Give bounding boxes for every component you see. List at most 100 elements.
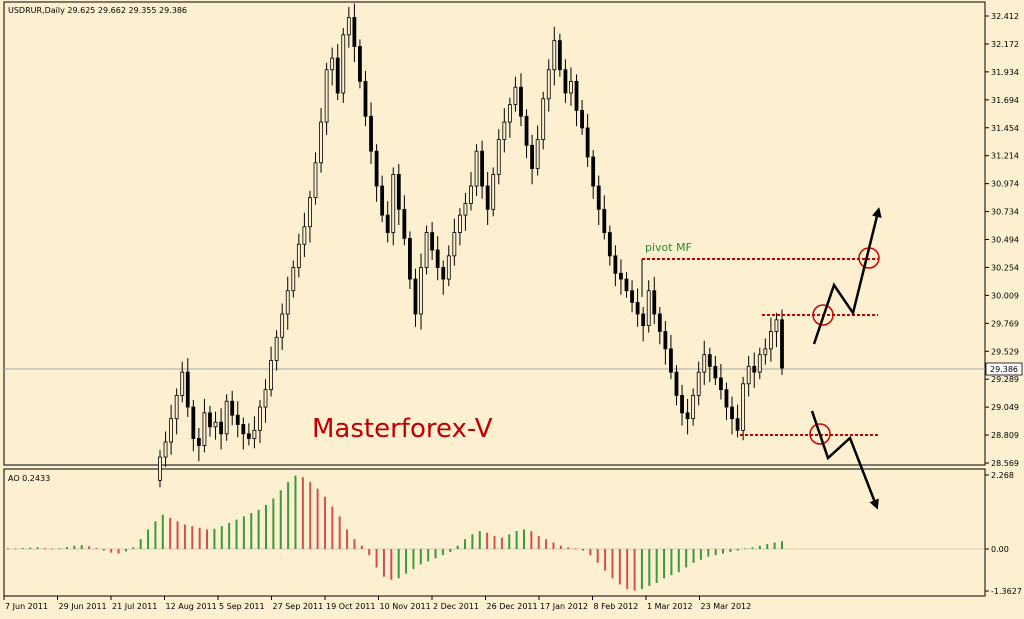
ao-bar <box>751 547 754 549</box>
ao-bar <box>758 545 761 549</box>
candle-body <box>363 80 368 117</box>
ao-bar <box>618 549 621 585</box>
price-tick-label: 31.214 <box>991 152 1019 161</box>
price-tick-label: 30.974 <box>991 180 1019 189</box>
candle-body <box>446 255 451 280</box>
ao-bar <box>559 545 562 549</box>
candle-body <box>513 86 518 106</box>
ao-bar <box>331 506 334 549</box>
candle-body <box>435 249 440 268</box>
candle-body <box>519 86 523 117</box>
price-tick-label: 30.254 <box>991 263 1019 272</box>
ao-bar <box>301 477 304 549</box>
time-tick-label: 2 Dec 2011 <box>433 602 479 611</box>
candle-body <box>291 267 296 292</box>
time-tick-label: 21 Jul 2011 <box>112 602 157 611</box>
ao-bar <box>781 541 783 549</box>
ao-bar <box>714 549 717 556</box>
candle-body <box>585 127 590 158</box>
candle-body <box>496 139 501 175</box>
time-tick-label: 19 Oct 2011 <box>326 602 375 611</box>
candle-body <box>724 389 729 408</box>
ao-bar <box>220 526 223 549</box>
ao-bar <box>161 514 164 549</box>
candle-body <box>713 365 718 379</box>
ao-bar <box>773 542 776 549</box>
candle-body <box>652 290 657 315</box>
candle-body <box>346 16 351 36</box>
candle-body <box>196 438 201 446</box>
candle-body <box>691 395 696 420</box>
candle-body <box>385 214 390 233</box>
candle-body <box>230 400 235 416</box>
ao-bar <box>242 516 245 549</box>
candle-body <box>591 156 596 187</box>
ao-bar <box>316 488 319 549</box>
ao-bar <box>677 549 680 573</box>
ao-bar <box>722 549 725 554</box>
candle-body <box>563 69 568 94</box>
candle-body <box>757 354 762 373</box>
ao-bar <box>154 521 157 549</box>
ao-bar <box>441 549 444 556</box>
ao-bar <box>213 528 216 549</box>
candle-body <box>674 371 679 396</box>
ao-bar <box>486 532 489 549</box>
ao-bar <box>604 549 607 571</box>
resistance-circle <box>812 304 834 326</box>
candle-body <box>507 104 512 123</box>
ao-bar <box>183 524 186 549</box>
ao-bar <box>132 547 135 549</box>
ao-bar <box>405 549 408 574</box>
ao-tick-label: 0.00 <box>991 545 1009 554</box>
ao-bar <box>744 548 747 550</box>
ao-bar <box>206 529 209 549</box>
ao-histogram <box>7 475 783 591</box>
time-axis: 7 Jun 2011 29 Jun 2011 21 Jul 2011 12 Aug 2… <box>3 596 751 611</box>
ao-bar <box>176 521 179 549</box>
ao-bar <box>523 529 525 549</box>
candle-body <box>174 395 179 420</box>
price-tick-label: 29.289 <box>991 375 1019 384</box>
candle-body <box>746 365 751 385</box>
candle-body <box>358 46 362 82</box>
ao-bar <box>124 549 127 552</box>
candle-body <box>730 406 734 420</box>
ao-bar <box>51 548 54 550</box>
candle-body <box>308 197 312 228</box>
time-tick-label: 1 Mar 2012 <box>647 602 693 611</box>
candle-body <box>602 208 607 233</box>
ao-bar <box>235 519 238 549</box>
support-circle <box>809 423 831 445</box>
ao-bar <box>766 544 769 549</box>
candle-body <box>752 365 757 373</box>
candle-body <box>269 360 273 391</box>
ao-bar <box>338 516 341 549</box>
ao-bar <box>88 546 91 549</box>
candlestick-series <box>158 3 784 488</box>
candle-body <box>246 433 251 439</box>
candle-body <box>491 174 496 210</box>
ao-bar <box>493 535 496 549</box>
candle-body <box>763 348 768 356</box>
candle-body <box>452 232 457 257</box>
candle-body <box>213 421 218 428</box>
candle-body <box>780 319 784 369</box>
ao-bar <box>228 522 231 549</box>
candle-body <box>380 185 385 216</box>
time-tick-label: 5 Sep 2011 <box>219 602 265 611</box>
ao-indicator-panel[interactable] <box>3 468 986 597</box>
main-chart-panel[interactable] <box>3 1 986 466</box>
candle-body <box>335 57 340 94</box>
candle-body <box>319 121 323 164</box>
ao-bar <box>265 504 267 549</box>
price-tick-label: 31.694 <box>991 96 1019 105</box>
price-tick-label: 29.049 <box>991 403 1019 412</box>
ao-bar <box>191 526 194 549</box>
ao-bar <box>456 545 459 549</box>
candle-body <box>680 395 684 414</box>
candle-body <box>735 418 740 431</box>
candle-body <box>391 174 396 233</box>
